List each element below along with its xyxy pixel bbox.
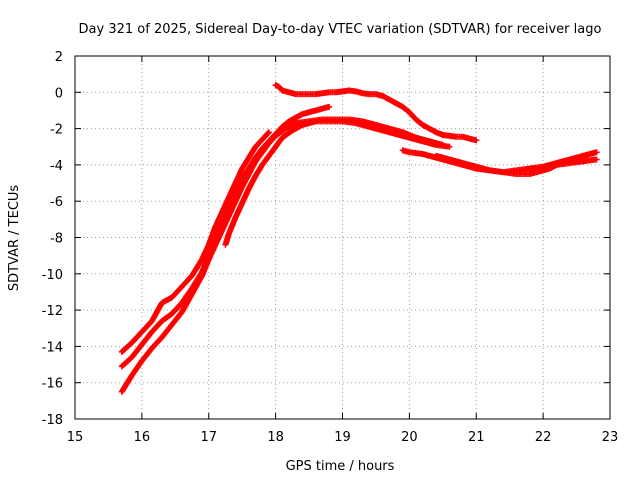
grid-lines xyxy=(75,56,610,419)
data-point xyxy=(265,129,272,136)
data-point xyxy=(593,156,600,163)
data-point xyxy=(446,143,453,150)
x-tick-label: 15 xyxy=(67,430,84,445)
y-tick-label: -16 xyxy=(42,377,63,392)
chart-title: Day 321 of 2025, Sidereal Day-to-day VTE… xyxy=(79,22,602,37)
series-track-5 xyxy=(272,82,480,144)
y-tick-label: 0 xyxy=(55,86,63,101)
x-tick-label: 22 xyxy=(535,430,552,445)
x-tick-label: 23 xyxy=(602,430,619,445)
x-tick-label: 17 xyxy=(200,430,217,445)
x-tick-label: 18 xyxy=(267,430,284,445)
x-tick-label: 21 xyxy=(468,430,485,445)
series-track-4 xyxy=(222,118,453,248)
x-axis-label: GPS time / hours xyxy=(286,459,395,474)
x-tick-label: 19 xyxy=(334,430,351,445)
y-tick-label: -14 xyxy=(42,340,63,355)
series-track-7 xyxy=(433,149,600,176)
y-tick-label: -12 xyxy=(42,304,63,319)
y-axis-label: SDTVAR / TECUs xyxy=(7,185,22,292)
data-point xyxy=(473,137,480,144)
y-tick-label: -8 xyxy=(50,232,63,247)
axis-ticks: 15 16 17 18 19 20 21 22 23-18-16-14-12-10-8-6-4-… xyxy=(42,50,619,445)
series-track-3 xyxy=(118,116,446,395)
y-tick-label: -18 xyxy=(42,413,63,428)
y-tick-label: -10 xyxy=(42,268,63,283)
data-point xyxy=(326,103,333,110)
x-tick-label: 20 xyxy=(401,430,418,445)
data-point xyxy=(593,149,600,156)
data-series xyxy=(118,82,600,395)
y-tick-label: 2 xyxy=(55,50,63,65)
y-tick-label: -4 xyxy=(50,159,63,174)
series-track-1 xyxy=(118,129,272,355)
x-tick-label: 16 xyxy=(134,430,151,445)
y-tick-label: -6 xyxy=(50,195,63,210)
y-tick-label: -2 xyxy=(50,123,63,138)
